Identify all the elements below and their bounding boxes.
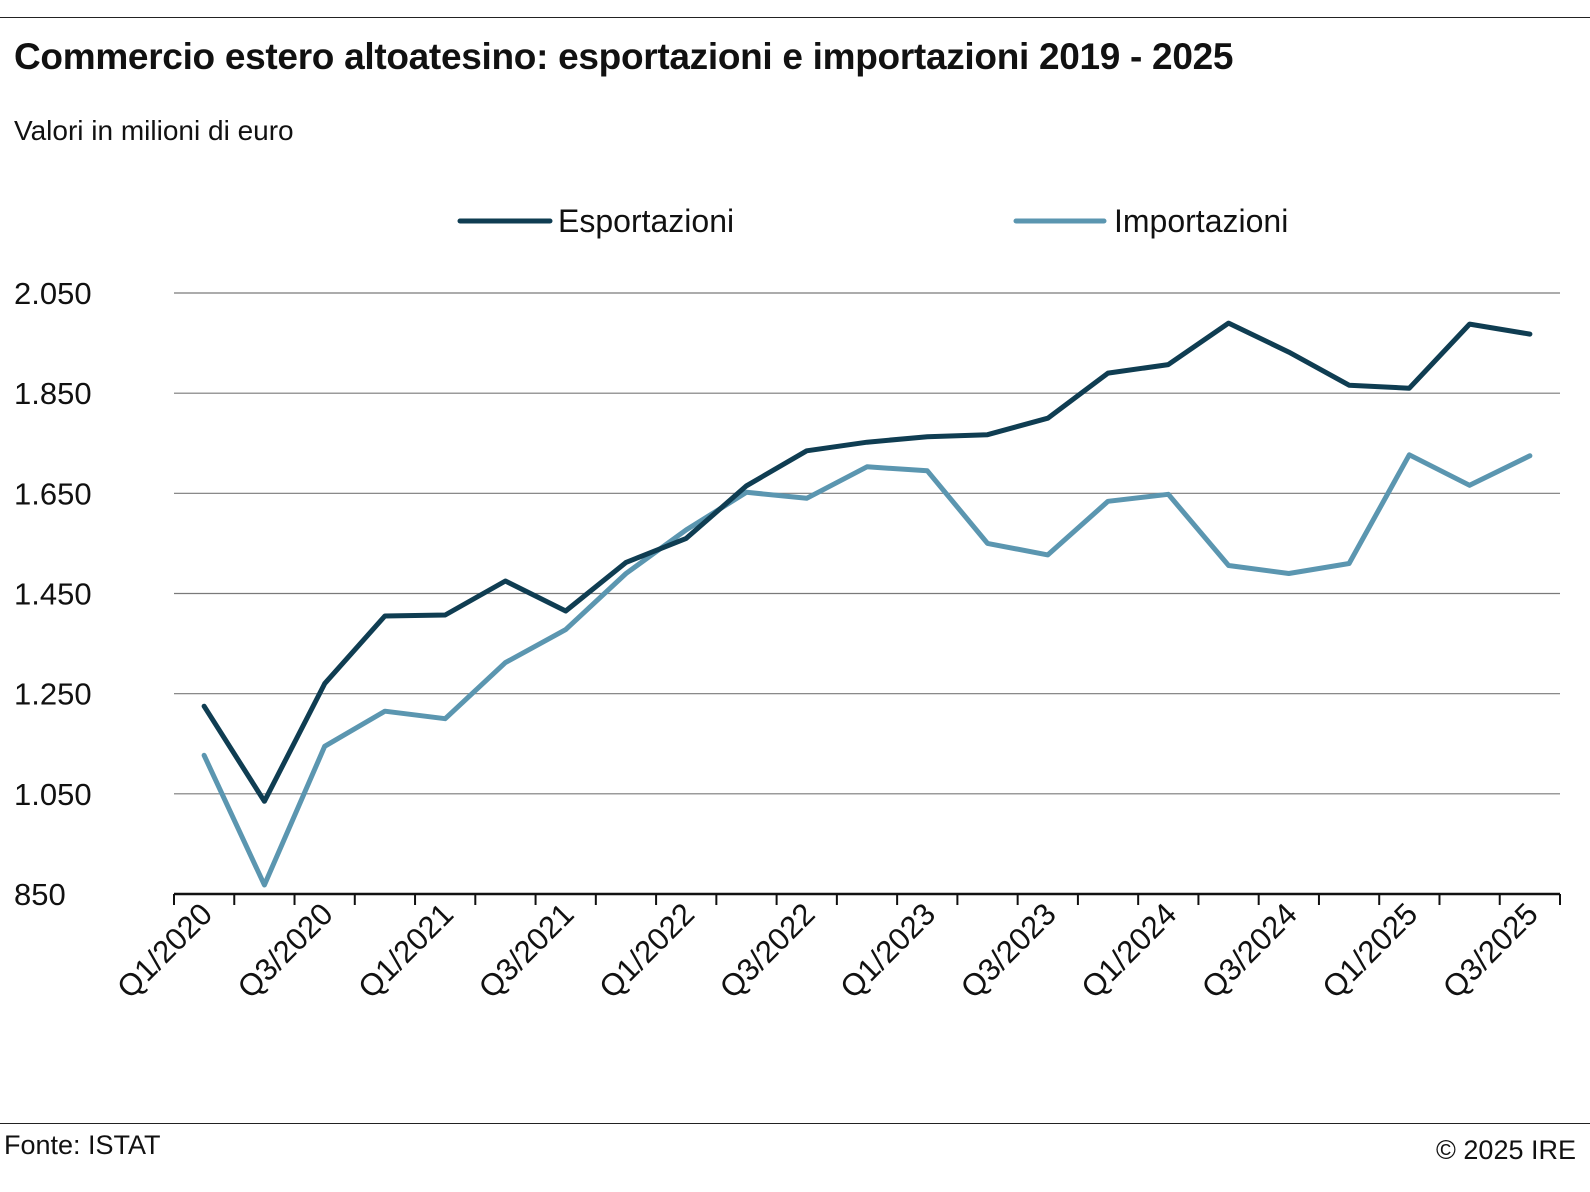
y-tick-label: 850: [14, 877, 66, 912]
x-tick-label: Q3/2020: [231, 896, 340, 1005]
series-lines: [201, 320, 1533, 888]
y-tick-label: 2.050: [14, 276, 92, 311]
y-tick-label: 1.250: [14, 677, 92, 712]
legend-label-importazioni: Importazioni: [1114, 203, 1288, 239]
gridlines: [174, 292, 1560, 795]
y-axis-tick-labels: 850 1.050 1.250 1.450 1.650 1.850 2.050: [14, 276, 92, 912]
y-tick-label: 1.050: [14, 777, 92, 812]
chart-subtitle: Valori in milioni di euro: [14, 115, 294, 146]
x-tick-label: Q1/2021: [351, 896, 460, 1005]
legend-label-esportazioni: Esportazioni: [558, 203, 734, 239]
x-axis: [173, 892, 1561, 905]
x-tick-label: Q1/2020: [110, 896, 219, 1005]
x-tick-label: Q3/2021: [472, 896, 581, 1005]
y-tick-label: 1.650: [14, 476, 92, 511]
legend: Esportazioni Importazioni: [457, 203, 1288, 239]
top-rule: [0, 17, 1590, 18]
x-tick-label: Q3/2023: [954, 896, 1063, 1005]
y-tick-label: 1.850: [14, 376, 92, 411]
x-tick-label: Q1/2022: [592, 896, 701, 1005]
bottom-rule: [0, 1123, 1590, 1124]
x-tick-label: Q3/2025: [1436, 896, 1545, 1005]
x-tick-label: Q1/2024: [1074, 896, 1183, 1005]
x-axis-tick-labels: Q1/2020 Q3/2020 Q1/2021 Q3/2021 Q1/2022 Q3/20…: [110, 896, 1545, 1005]
source-note: Fonte: ISTAT: [4, 1130, 161, 1160]
x-tick-label: Q1/2023: [833, 896, 942, 1005]
x-tick-label: Q3/2024: [1195, 896, 1304, 1005]
copyright-note: © 2025 IRE: [1436, 1135, 1576, 1165]
series-line-esportazioni: [201, 320, 1533, 804]
series-line-importazioni: [201, 452, 1533, 888]
x-tick-label: Q1/2025: [1315, 896, 1424, 1005]
y-tick-label: 1.450: [14, 577, 92, 612]
x-tick-label: Q3/2022: [713, 896, 822, 1005]
chart-title: Commercio estero altoatesino: esportazio…: [14, 36, 1234, 77]
